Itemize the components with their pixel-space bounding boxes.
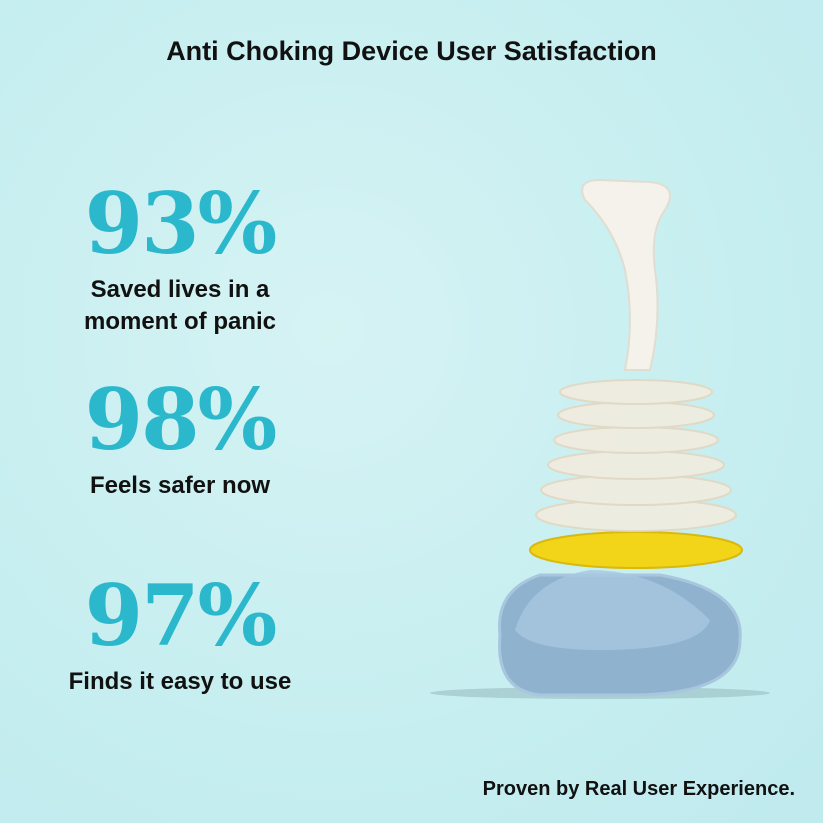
stat-easy-to-use: 97% Finds it easy to use [30, 574, 330, 698]
stat-label: Feels safer now [89, 472, 271, 499]
stat-value: 97% [84, 566, 278, 665]
stat-label: moment of panic [83, 308, 276, 335]
stat-saved-lives: 93% Saved lives in a moment of panic [30, 182, 330, 338]
stat-label: Finds it easy to use [68, 668, 292, 695]
page-title: Anti Choking Device User Satisfaction [166, 36, 657, 66]
stat-value: 98% [84, 370, 278, 469]
stat-value: 93% [84, 174, 278, 273]
anti-choking-device-image [430, 178, 770, 699]
stat-feels-safer: 98% Feels safer now [30, 378, 330, 502]
footer-tagline: Proven by Real User Experience. [482, 778, 795, 800]
stat-label: Saved lives in a [90, 276, 270, 303]
